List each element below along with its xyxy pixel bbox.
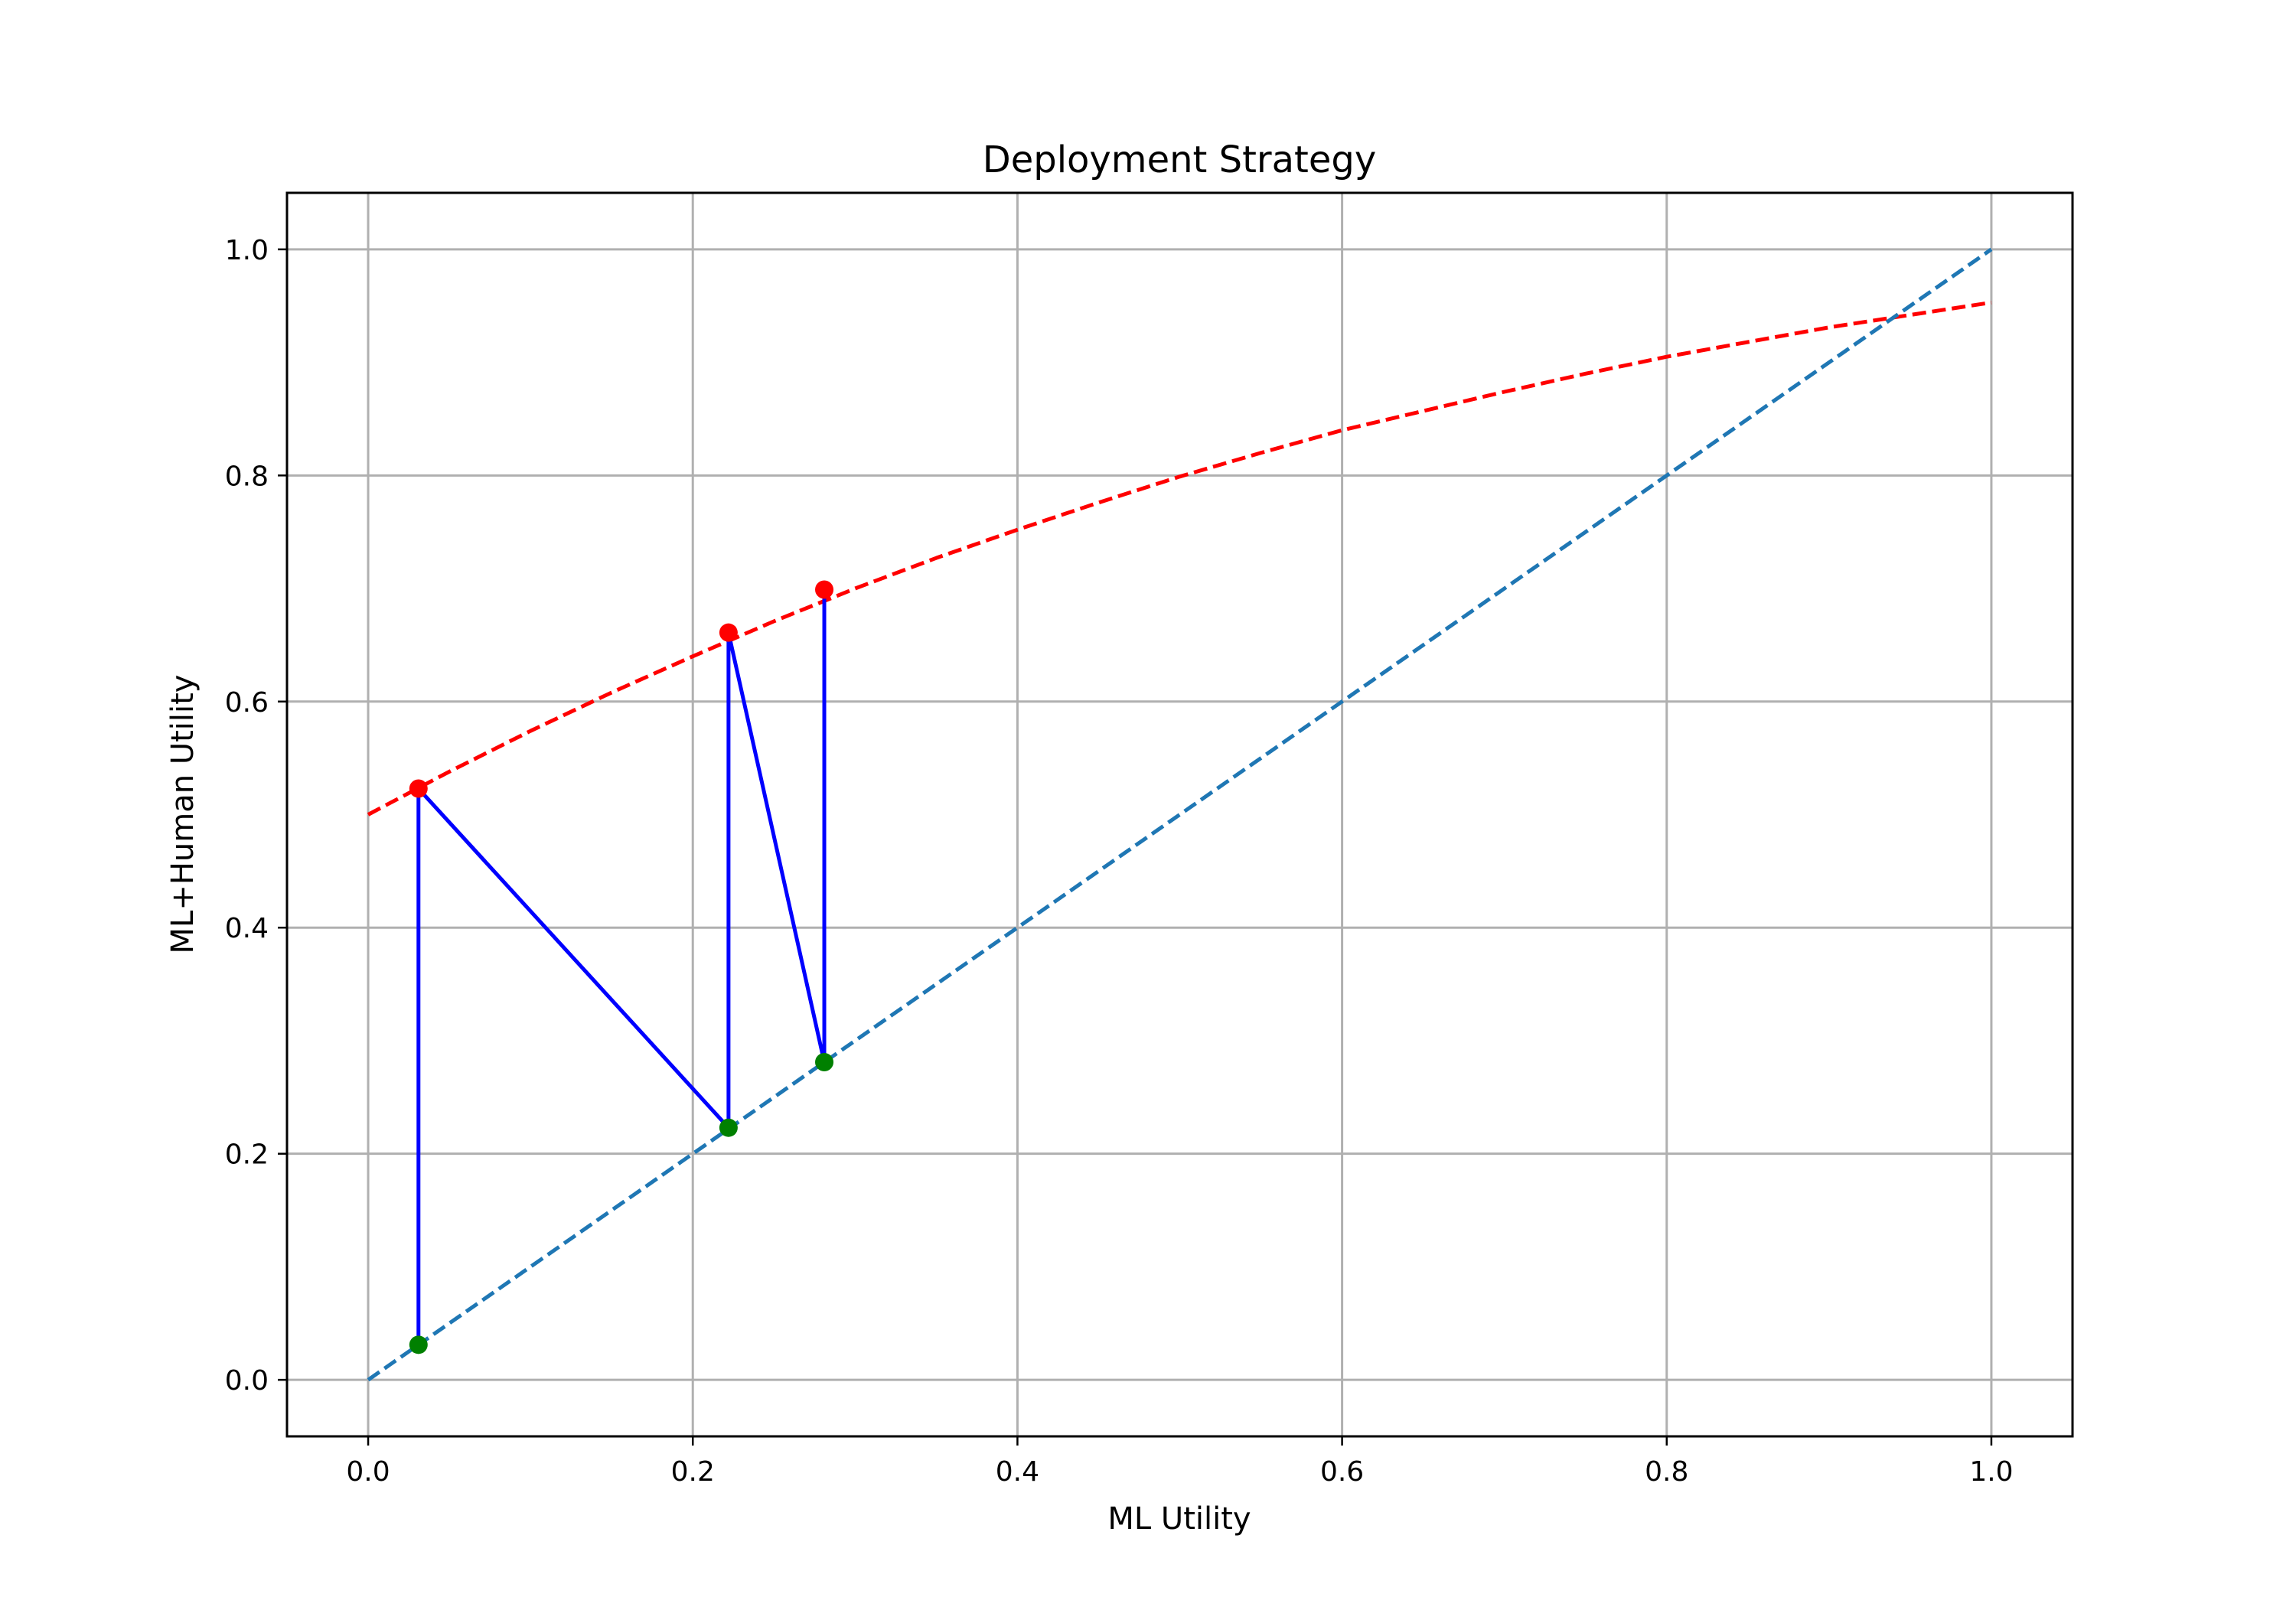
green-point-marker bbox=[815, 1053, 834, 1072]
x-axis-label: ML Utility bbox=[1107, 1501, 1251, 1537]
points-layer bbox=[409, 580, 834, 1354]
x-tick-label: 0.0 bbox=[346, 1456, 390, 1488]
y-axis-label: ML+Human Utility bbox=[165, 675, 201, 954]
x-tick-label: 0.8 bbox=[1645, 1456, 1688, 1488]
y-tick-label: 0.0 bbox=[225, 1365, 269, 1397]
x-tick-label: 0.4 bbox=[996, 1456, 1039, 1488]
green-point-marker bbox=[719, 1118, 738, 1137]
green-point-marker bbox=[409, 1335, 428, 1354]
identity-diagonal-line bbox=[367, 247, 1993, 1382]
chart-title: Deployment Strategy bbox=[983, 139, 1377, 181]
red-point-marker bbox=[409, 779, 428, 798]
y-tick-label: 0.4 bbox=[225, 913, 269, 944]
x-tick-label: 0.2 bbox=[671, 1456, 715, 1488]
x-tick-label: 1.0 bbox=[1969, 1456, 2013, 1488]
y-tick-label: 1.0 bbox=[225, 235, 269, 266]
y-tick-label: 0.6 bbox=[225, 687, 269, 719]
grid-layer bbox=[287, 193, 2073, 1436]
red-point-marker bbox=[719, 623, 738, 642]
series-layer bbox=[367, 247, 1993, 1382]
plot-frame bbox=[285, 191, 2074, 1438]
ticks-layer: 0.0 0.2 0.4 0.6 0.8 1.0 0.0 0.2 0.4 0.6 0.8 1.0 bbox=[225, 235, 2014, 1488]
y-tick-label: 0.2 bbox=[225, 1139, 269, 1171]
red-curve-line bbox=[367, 300, 1992, 817]
red-point-marker bbox=[815, 580, 834, 599]
blue-path-line bbox=[416, 589, 827, 1345]
x-tick-label: 0.6 bbox=[1320, 1456, 1364, 1488]
y-tick-label: 0.8 bbox=[225, 461, 269, 492]
